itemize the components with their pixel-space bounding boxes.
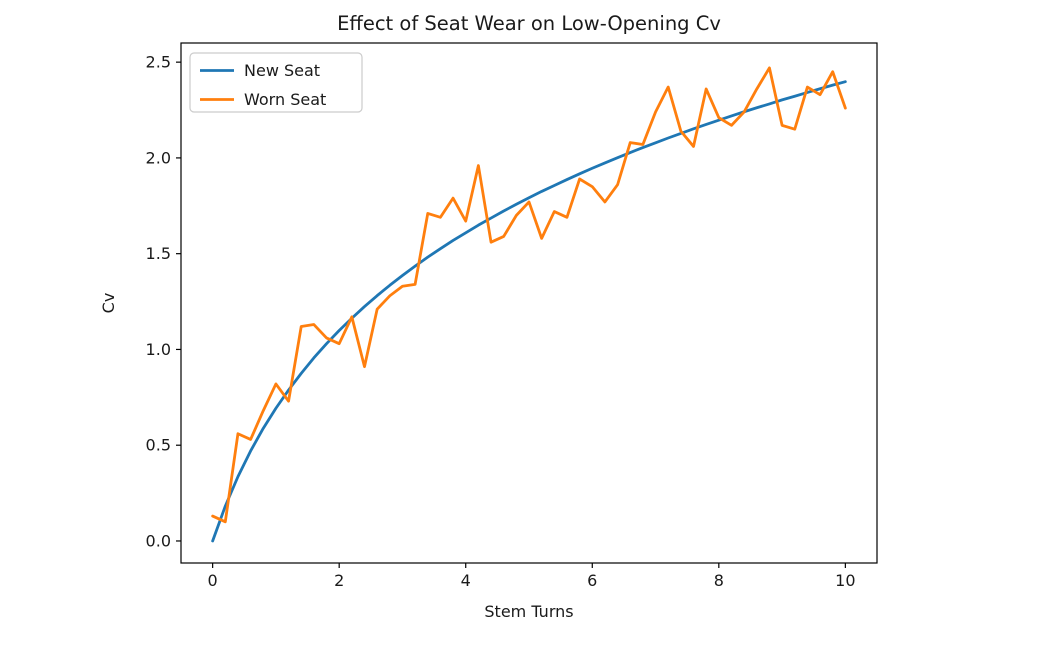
x-tick-label: 6 xyxy=(587,571,597,590)
legend-box xyxy=(189,52,363,113)
axes-spines xyxy=(180,42,878,564)
axis-labels: Effect of Seat Wear on Low-Opening Cv Ste… xyxy=(99,12,721,621)
series-lines xyxy=(211,66,847,543)
line-worn-seat xyxy=(211,66,847,524)
legend-label: New Seat xyxy=(244,61,320,80)
x-axis-label: Stem Turns xyxy=(484,602,573,621)
x-tick-label: 4 xyxy=(461,571,471,590)
y-tick-label: 1.5 xyxy=(146,244,171,263)
y-axis-label: Cv xyxy=(99,293,118,314)
y-tick-label: 0.5 xyxy=(146,436,171,455)
y-tick-label: 2.5 xyxy=(146,53,171,72)
x-tick-label: 2 xyxy=(334,571,344,590)
legend-label: Worn Seat xyxy=(244,90,326,109)
legend: New Seat Worn Seat xyxy=(189,52,363,113)
axis-ticks: 0 2 4 6 8 10 0.0 0.5 1.0 1.5 2.0 2.5 xyxy=(146,53,856,590)
x-tick-label: 0 xyxy=(208,571,218,590)
y-tick-label: 2.0 xyxy=(146,148,171,167)
y-tick-label: 0.0 xyxy=(146,531,171,550)
chart-title: Effect of Seat Wear on Low-Opening Cv xyxy=(337,12,721,35)
plot-frame xyxy=(180,42,878,564)
x-tick-label: 8 xyxy=(714,571,724,590)
x-tick-label: 10 xyxy=(835,571,855,590)
line-new-seat xyxy=(211,80,847,543)
y-tick-label: 1.0 xyxy=(146,340,171,359)
